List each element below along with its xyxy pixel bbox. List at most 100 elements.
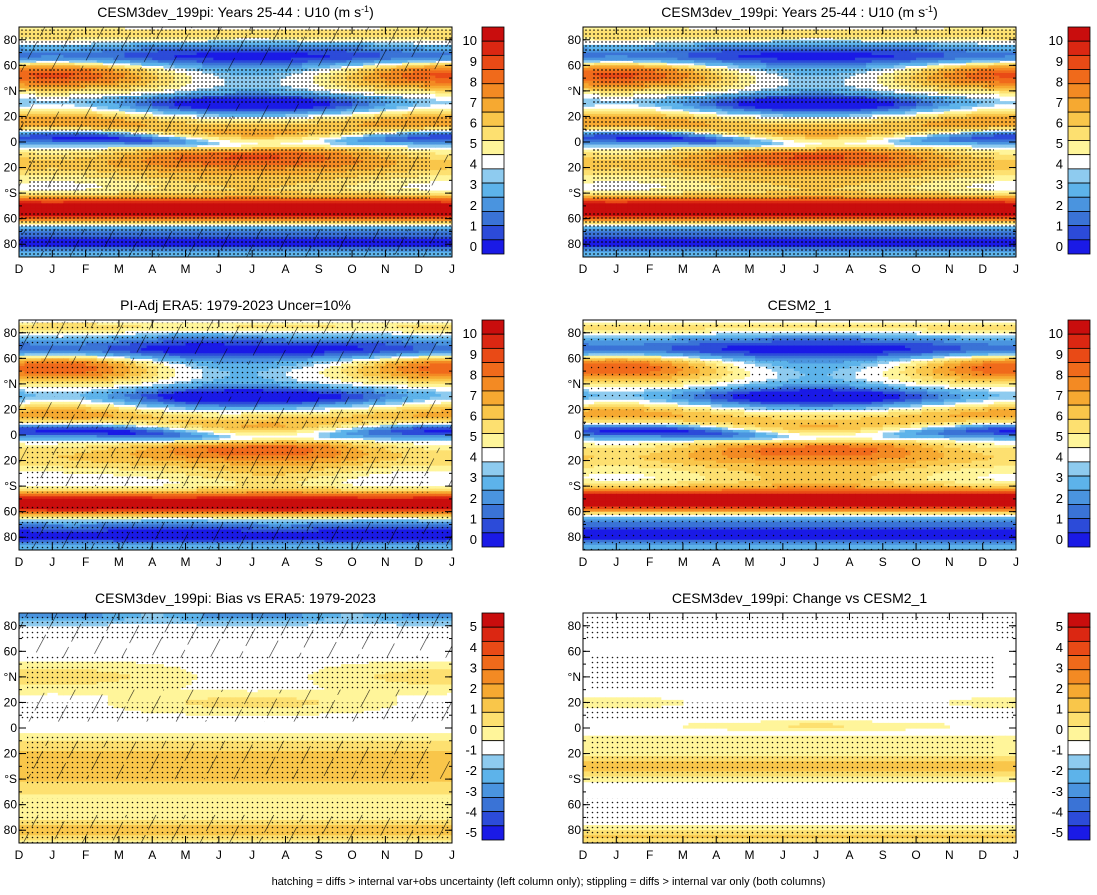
colorbar-label: -2 bbox=[465, 763, 477, 778]
x-tick-label: S bbox=[879, 262, 887, 276]
colorbar-swatch bbox=[481, 418, 505, 434]
x-tick-label: D bbox=[978, 555, 987, 569]
colorbar-label: -1 bbox=[465, 743, 477, 758]
hatching-band bbox=[19, 740, 452, 780]
colorbar-label: 1 bbox=[1056, 218, 1063, 233]
x-tick-label: F bbox=[82, 848, 89, 862]
x-tick-label: A bbox=[845, 848, 853, 862]
x-tick-label: O bbox=[911, 848, 920, 862]
y-tick-label: 80 bbox=[568, 619, 582, 633]
colorbar-swatch bbox=[481, 196, 505, 212]
x-tick-label: A bbox=[281, 262, 289, 276]
y-tick-label: 60 bbox=[568, 212, 582, 226]
colorbar-label: 6 bbox=[1056, 408, 1063, 423]
colorbar-swatch bbox=[1067, 54, 1091, 70]
stippling-band bbox=[27, 67, 430, 104]
y-tick-label: 60 bbox=[4, 644, 18, 658]
x-tick-label: J bbox=[249, 555, 255, 569]
y-tick-label: 80 bbox=[4, 326, 18, 340]
colorbar-label: 2 bbox=[1056, 491, 1063, 506]
colorbar-label: 4 bbox=[1056, 157, 1063, 172]
y-tick-label: 80 bbox=[4, 823, 18, 837]
stippling-band bbox=[583, 116, 1016, 135]
colorbar-swatch bbox=[481, 447, 505, 463]
colorbar-swatch bbox=[481, 376, 505, 392]
x-tick-label: J bbox=[780, 555, 786, 569]
colorbar-swatch bbox=[1067, 532, 1091, 548]
colorbar-swatch bbox=[481, 825, 505, 841]
stippling-band bbox=[583, 702, 1016, 721]
x-tick-label: J bbox=[449, 262, 455, 276]
colorbar-label: 3 bbox=[470, 177, 477, 192]
y-tick-label: °N bbox=[568, 670, 581, 684]
y-tick-label: °N bbox=[4, 84, 17, 98]
colorbar-label: 10 bbox=[1049, 326, 1063, 341]
panel-title: PI-Adj ERA5: 1979-2023 Uncer=10% bbox=[120, 297, 351, 313]
colorbar-label: 0 bbox=[1056, 239, 1063, 254]
x-tick-label: D bbox=[414, 555, 423, 569]
x-tick-label: J bbox=[813, 848, 819, 862]
colorbar-label: 9 bbox=[1056, 54, 1063, 69]
colorbar-swatch bbox=[1067, 697, 1091, 713]
colorbar-label: 4 bbox=[470, 157, 477, 172]
colorbar-swatch bbox=[481, 711, 505, 727]
hatching-band bbox=[19, 27, 452, 72]
stippling-band bbox=[583, 798, 1016, 843]
stippling-band bbox=[583, 212, 1016, 257]
y-tick-label: °N bbox=[568, 84, 581, 98]
y-tick-label: °S bbox=[4, 772, 17, 786]
y-tick-label: 20 bbox=[568, 747, 582, 761]
y-tick-label: 60 bbox=[4, 58, 18, 72]
colorbar-swatch bbox=[1067, 655, 1091, 671]
x-tick-label: D bbox=[978, 262, 987, 276]
colorbar-label: 5 bbox=[470, 136, 477, 151]
x-tick-label: J bbox=[1013, 262, 1019, 276]
y-tick-label: 20 bbox=[4, 402, 18, 416]
x-tick-label: O bbox=[911, 262, 920, 276]
x-tick-label: D bbox=[15, 848, 24, 862]
x-tick-label: A bbox=[281, 848, 289, 862]
hatching-band bbox=[19, 613, 452, 658]
y-tick-label: 0 bbox=[10, 428, 17, 442]
colorbar-label: 5 bbox=[470, 429, 477, 444]
colorbar: 5 4 3 2 1 0 -1 -2 -3 -4 -5 bbox=[465, 612, 505, 841]
colorbar-label: 8 bbox=[470, 74, 477, 89]
colorbar-swatch bbox=[1067, 825, 1091, 841]
colorbar-swatch bbox=[1067, 111, 1091, 127]
x-tick-label: F bbox=[646, 848, 653, 862]
x-tick-label: J bbox=[49, 848, 55, 862]
panel-title: CESM3dev_199pi: Years 25-44 : U10 (m s-1… bbox=[661, 4, 938, 20]
colorbar-swatch bbox=[1067, 740, 1091, 756]
significance-overlay bbox=[583, 615, 1016, 843]
y-tick-label: 80 bbox=[568, 33, 582, 47]
colorbar-swatch bbox=[481, 211, 505, 227]
colorbar-swatch bbox=[481, 768, 505, 784]
colorbar-label: 1 bbox=[470, 511, 477, 526]
colorbar-swatch bbox=[1067, 504, 1091, 520]
colorbar-label: 9 bbox=[1056, 347, 1063, 362]
x-tick-label: J bbox=[613, 555, 619, 569]
x-tick-label: J bbox=[813, 555, 819, 569]
colorbar-swatch bbox=[481, 333, 505, 349]
colorbar-swatch bbox=[481, 740, 505, 756]
y-tick-label: °S bbox=[568, 772, 581, 786]
colorbar-swatch bbox=[1067, 612, 1091, 628]
colorbar-label: 1 bbox=[470, 701, 477, 716]
y-tick-label: 20 bbox=[4, 161, 18, 175]
x-tick-label: F bbox=[646, 555, 653, 569]
y-tick-label: 0 bbox=[10, 721, 17, 735]
colorbar-swatch bbox=[1067, 418, 1091, 434]
y-tick-label: 80 bbox=[4, 33, 18, 47]
x-tick-label: N bbox=[381, 555, 390, 569]
x-tick-label: A bbox=[712, 555, 720, 569]
stippling-band bbox=[27, 360, 430, 397]
significance-overlay bbox=[19, 27, 452, 257]
x-tick-label: S bbox=[879, 555, 887, 569]
x-tick-label: D bbox=[414, 262, 423, 276]
colorbar-label: 6 bbox=[470, 115, 477, 130]
x-tick-label: A bbox=[148, 262, 156, 276]
y-tick-label: 60 bbox=[568, 58, 582, 72]
hatching-band bbox=[19, 521, 452, 550]
